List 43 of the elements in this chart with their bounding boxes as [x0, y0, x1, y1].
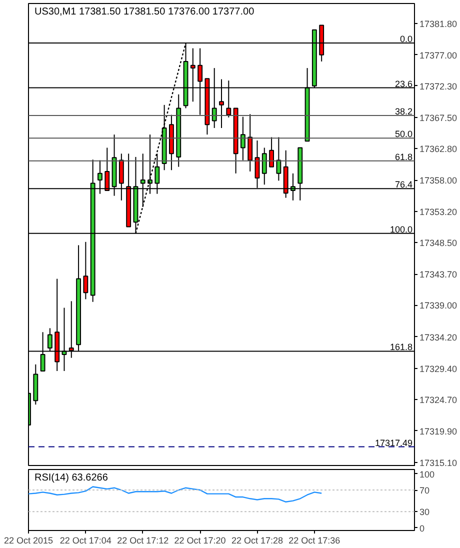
y-tick-label: 17362.80: [420, 144, 458, 154]
y-tick-label: 17319.90: [420, 426, 458, 436]
candlestick: [83, 241, 88, 300]
y-tick-label: 17372.30: [420, 81, 458, 92]
candlestick: [269, 136, 274, 168]
x-tick-label: 22 Oct 17:20: [174, 536, 226, 546]
chart-title: RSI(14) 63.6266: [34, 472, 108, 484]
annotation: 0.0: [400, 34, 413, 44]
annotation: 161.8: [390, 342, 413, 352]
annotation: 76.4: [394, 180, 413, 190]
x-tick-label: 22 Oct 17:04: [60, 536, 112, 546]
y-tick-label: 17339.00: [420, 300, 458, 311]
y-tick-label: 70: [420, 486, 430, 496]
y-tick-label: 17358.00: [420, 176, 458, 186]
annotation: 100.0: [390, 224, 413, 234]
candlestick: [240, 116, 246, 161]
y-tick-label: 17329.40: [420, 364, 458, 374]
annotation: 23.6: [394, 78, 413, 89]
annotation: 61.8: [394, 152, 413, 162]
y-tick-label: 17315.10: [420, 458, 458, 468]
y-tick-label: 17343.70: [420, 270, 458, 280]
candlestick: [248, 114, 253, 172]
y-tick-label: 100: [420, 469, 435, 480]
x-tick-label: 22 Oct 17:36: [288, 536, 340, 546]
candlestick: [276, 136, 282, 182]
candlestick: [262, 147, 267, 186]
line-series: [28, 486, 322, 502]
y-tick-label: 17348.50: [420, 238, 458, 248]
y-tick-label: 0: [420, 523, 425, 534]
y-tick-label: 17381.80: [420, 18, 458, 29]
y-tick-label: 17367.50: [420, 112, 458, 123]
ref-line-label: 17317.49: [374, 438, 413, 448]
y-tick-label: 17353.20: [420, 207, 458, 218]
y-tick-label: 17334.20: [420, 332, 458, 342]
x-tick-label: 22 Oct 17:12: [117, 536, 169, 546]
x-tick-label: 22 Oct 2015: [4, 536, 54, 546]
chart-title: US30,M1 17381.50 17381.50 17376.00 17377.00: [34, 6, 255, 18]
x-tick-label: 22 Oct 17:28: [231, 536, 284, 546]
annotation: 38.2: [394, 106, 413, 116]
y-tick-label: 17377.00: [420, 50, 458, 60]
y-tick-label: 17324.70: [420, 394, 458, 405]
y-tick-label: 30: [420, 507, 430, 518]
annotation: 50.0: [394, 129, 413, 140]
